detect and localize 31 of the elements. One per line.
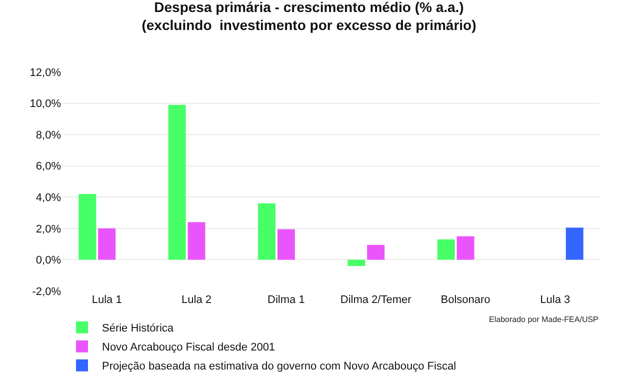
legend-label: Projeção baseada na estimativa do governo com Novo Arcabouço Fiscal	[102, 360, 456, 373]
y-tick-label: 10,0%	[30, 98, 62, 110]
chart-subtitle: (excluindo investimento por excesso de primário)	[142, 16, 476, 33]
bar	[168, 104, 186, 260]
text: Elaborado por Made-FEA/USP	[489, 315, 598, 324]
y-tick-label: 4,0%	[36, 192, 62, 204]
x-tick-label: Lula 2	[182, 294, 212, 306]
x-tick-label: Bolsonaro	[440, 294, 490, 306]
bar	[277, 229, 295, 260]
bar	[188, 222, 206, 260]
y-tick-label: 12,0%	[30, 66, 62, 79]
x-tick-label: Lula 1	[92, 294, 122, 306]
y-tick-label: -2,0%	[32, 286, 62, 298]
bar	[367, 244, 385, 260]
bar	[258, 203, 276, 260]
x-tick-label: Lula 3	[540, 294, 570, 306]
bar	[566, 228, 584, 260]
chart-title: Despesa primária - crescimento médio (% a.a.)	[154, 0, 464, 15]
y-tick-label: 0,0%	[36, 254, 62, 267]
y-tick-label: 8,0%	[36, 129, 62, 142]
y-tick-label: 6,0%	[36, 160, 62, 173]
x-tick-label: Dilma 2/Temer	[340, 294, 412, 306]
bar	[437, 239, 455, 260]
bar	[78, 194, 96, 260]
y-tick-label: 2,0%	[36, 223, 62, 236]
bar	[98, 228, 116, 260]
legend-label: Série Histórica	[102, 322, 174, 335]
legend-label: Novo Arcabouço Fiscal desde 2001	[102, 342, 276, 354]
bar	[348, 260, 366, 266]
x-tick-label: Dilma 1	[268, 294, 305, 306]
bar	[456, 236, 474, 260]
